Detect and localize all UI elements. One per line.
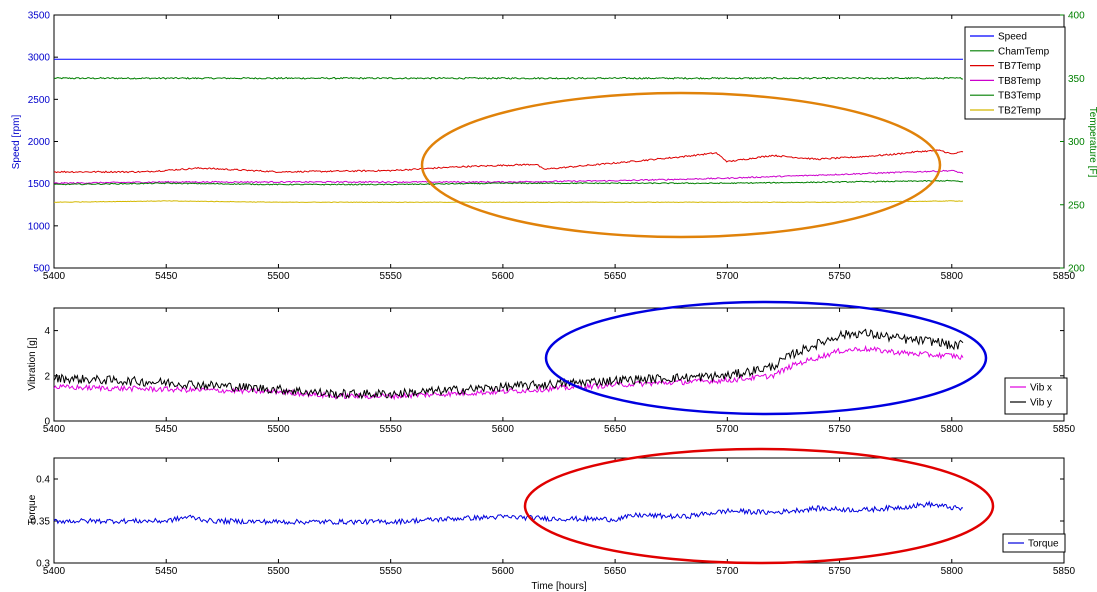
x-tick-label: 5850 <box>1053 566 1076 577</box>
x-tick-label: 5750 <box>828 566 851 577</box>
highlight-ellipse-1 <box>420 91 942 239</box>
series-line-tb2temp <box>53 200 964 204</box>
series-lines-1 <box>53 58 964 204</box>
y-tick-label: 0.4 <box>36 475 50 486</box>
y-tick-label: 500 <box>33 264 50 275</box>
x-tick-label: 5800 <box>941 566 964 577</box>
x-tick-label: 5450 <box>155 566 178 577</box>
x-tick-label: 5450 <box>155 271 178 282</box>
y-tick-label: 3000 <box>28 53 51 64</box>
y-axis-label-right-1: Temperature [F] <box>1087 107 1097 178</box>
torque-panel: 5400 5450 5500 5550 5600 5650 5700 5750 5800 5850… <box>27 447 1076 592</box>
x-tick-label: 5500 <box>267 566 290 577</box>
legend-label: Vib x <box>1030 383 1052 394</box>
x-axis-label: Time [hours] <box>531 581 586 592</box>
x-tick-label: 5550 <box>380 424 403 435</box>
x-tick-label: 5550 <box>380 271 403 282</box>
legend-label: Torque <box>1028 539 1059 550</box>
x-tick-label: 5600 <box>492 424 515 435</box>
x-tick-label: 5700 <box>716 271 739 282</box>
y-ticks-3: 0.3 0.35 0.4 <box>31 475 1064 570</box>
series-line-tb7temp <box>54 149 964 174</box>
y-tick-label: 4 <box>44 326 50 337</box>
y-tick-label: 0.35 <box>31 517 51 528</box>
x-tick-label: 5850 <box>1053 424 1076 435</box>
y-tick-label-right: 400 <box>1068 11 1085 22</box>
y-tick-label-right: 350 <box>1068 74 1085 85</box>
x-tick-label: 5400 <box>43 566 66 577</box>
legend-label: TB8Temp <box>998 76 1041 87</box>
x-tick-label: 5700 <box>716 424 739 435</box>
plot-area-2 <box>53 307 1065 422</box>
x-tick-label: 5450 <box>155 424 178 435</box>
y-tick-label: 2500 <box>28 95 51 106</box>
legend-3: Torque <box>1002 533 1066 553</box>
y-tick-label: 2 <box>44 371 50 382</box>
x-tick-label: 5850 <box>1053 271 1076 282</box>
y-ticks-right-1: 200 250 300 350 400 <box>1060 11 1085 275</box>
legend-label: Vib y <box>1030 398 1052 409</box>
y-ticks-2: 0 2 4 <box>44 326 1064 428</box>
x-tick-label: 5650 <box>604 566 627 577</box>
y-tick-label: 0 <box>44 417 50 428</box>
y-tick-label-right: 300 <box>1068 137 1085 148</box>
y-axis-label-2: Vibration [g] <box>27 337 38 390</box>
y-axis-label-3: Torque <box>27 494 38 525</box>
x-tick-label: 5800 <box>941 271 964 282</box>
series-lines-3 <box>53 500 964 526</box>
y-tick-label: 3500 <box>28 11 51 22</box>
x-tick-label: 5500 <box>267 271 290 282</box>
legend-label: Speed <box>998 32 1027 43</box>
temperature-speed-panel: 5400 5450 5500 5550 5600 5650 5700 5750 5800 5850… <box>11 11 1097 283</box>
legend-label: ChamTemp <box>998 46 1050 57</box>
y-tick-label: 0.3 <box>36 559 50 570</box>
x-tick-label: 5800 <box>941 424 964 435</box>
series-lines-2 <box>53 328 964 401</box>
x-ticks-3: 5400 5450 5500 5550 5600 5650 5700 5750 5800 5850 <box>43 458 1076 577</box>
series-line-tb3temp <box>53 179 964 186</box>
x-tick-label: 5550 <box>380 566 403 577</box>
x-tick-label: 5600 <box>492 271 515 282</box>
x-tick-label: 5750 <box>828 424 851 435</box>
y-tick-label: 1000 <box>28 221 51 232</box>
x-tick-label: 5650 <box>604 271 627 282</box>
legend-1: Speed ChamTemp TB7Temp TB8Temp TB3Temp TB2Tem… <box>964 26 1066 120</box>
legend-label: TB2Temp <box>998 106 1041 117</box>
x-tick-label: 5400 <box>43 271 66 282</box>
x-tick-label: 5700 <box>716 566 739 577</box>
series-line-tb8temp <box>54 169 964 185</box>
vibration-panel: 5400 5450 5500 5550 5600 5650 5700 5750 5800 5850… <box>27 300 1076 435</box>
series-line-chamtemp <box>53 76 963 80</box>
x-ticks-2: 5400 5450 5500 5550 5600 5650 5700 5750 5800 5850 <box>43 308 1076 435</box>
highlight-ellipse-2 <box>544 300 988 416</box>
legend-label: TB3Temp <box>998 91 1041 102</box>
x-tick-label: 5400 <box>43 424 66 435</box>
x-tick-label: 5600 <box>492 566 515 577</box>
plot-area-1 <box>53 14 1065 269</box>
y-tick-label-right: 250 <box>1068 200 1085 211</box>
x-tick-label: 5750 <box>828 271 851 282</box>
y-tick-label-right: 200 <box>1068 264 1085 275</box>
series-line-torque <box>53 500 964 526</box>
y-tick-label: 2000 <box>28 137 51 148</box>
series-line-vib-x <box>53 344 964 401</box>
legend-2: Vib x Vib y <box>1004 377 1068 415</box>
legend-label: TB7Temp <box>998 61 1041 72</box>
highlight-ellipse-3 <box>523 447 995 565</box>
y-tick-label: 1500 <box>28 179 51 190</box>
plot-area-3 <box>53 457 1065 564</box>
x-ticks-1: 5400 5450 5500 5550 5600 5650 5700 5750 5800 5850 <box>43 15 1076 282</box>
x-tick-label: 5500 <box>267 424 290 435</box>
y-ticks-1: 500 1000 1500 2000 2500 3000 3500 <box>28 11 58 275</box>
y-axis-label-1: Speed [rpm] <box>11 115 22 170</box>
series-line-vib-y <box>53 328 964 400</box>
x-tick-label: 5650 <box>604 424 627 435</box>
